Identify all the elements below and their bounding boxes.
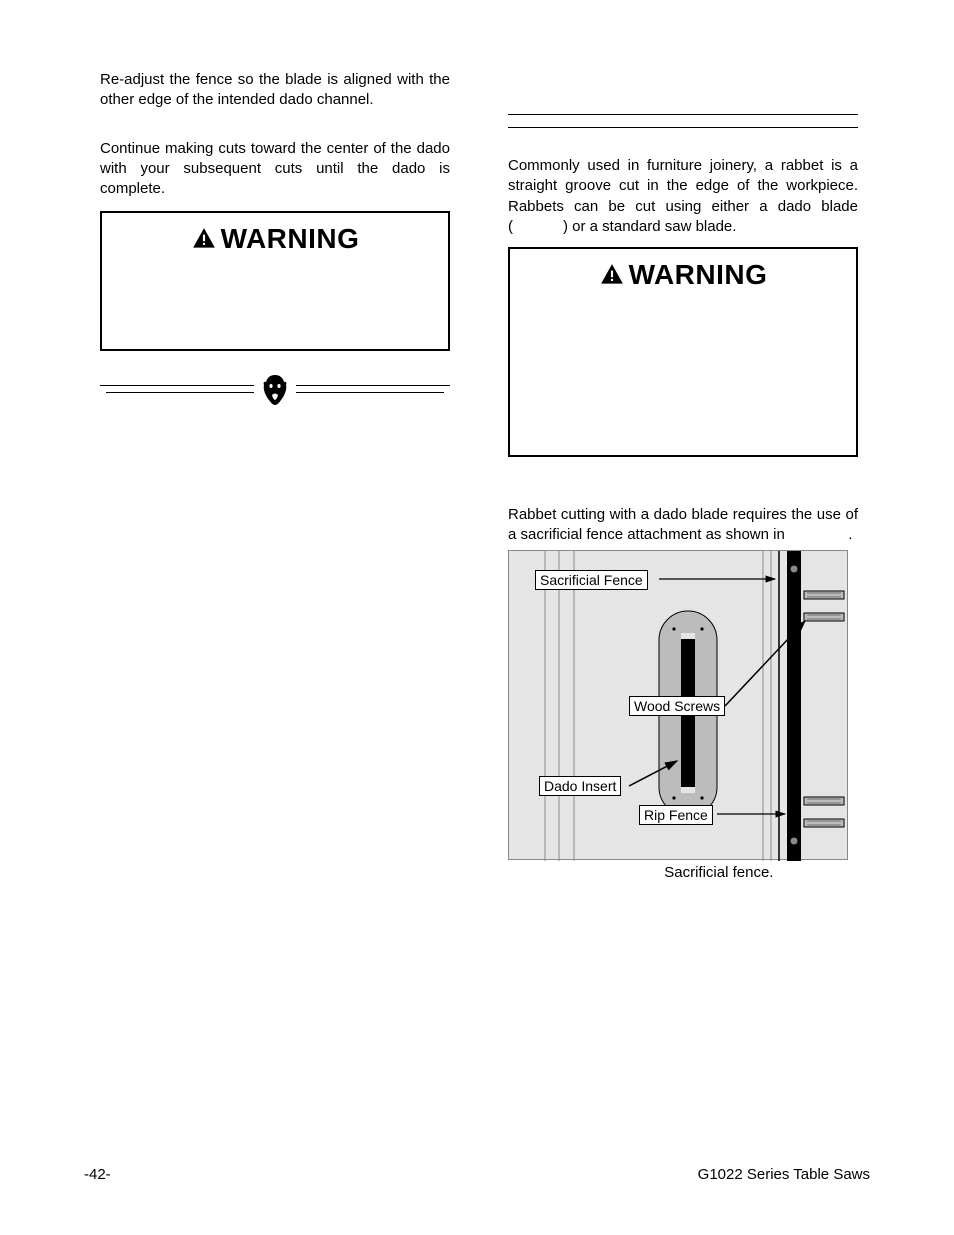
page-number: -42- (84, 1166, 111, 1183)
label-sacrificial-fence: Sacrificial Fence (535, 570, 648, 591)
warning-triangle-icon (191, 226, 217, 252)
figure-caption: Figure 00. Sacrificial fence. (508, 864, 858, 881)
right-para-2: Rabbet cutting with a dado blade require… (508, 505, 858, 546)
label-wood-screws: Wood Screws (629, 696, 725, 717)
label-dado-insert: Dado Insert (539, 776, 621, 797)
warning-title-left: WARNING (118, 223, 432, 255)
right-para-2b: . (848, 526, 852, 543)
warning-title-right: WARNING (526, 259, 840, 291)
left-para-1: Re-adjust the fence so the blade is alig… (100, 70, 450, 111)
warning-box-right: WARNING (508, 247, 858, 457)
figure-sacrificial-fence: Sacrificial Fence Wood Screws Dado Inser… (508, 550, 848, 860)
warning-box-left: WARNING (100, 211, 450, 351)
bear-icon (254, 371, 296, 412)
section-divider (100, 371, 450, 411)
rule-line-2 (508, 127, 858, 128)
warning-triangle-icon (599, 262, 625, 288)
warning-label-right: WARNING (629, 259, 768, 291)
footer-title: G1022 Series Table Saws (698, 1166, 870, 1183)
figure-caption-text: Sacrificial fence. (664, 864, 773, 881)
warning-label-left: WARNING (221, 223, 360, 255)
right-para-1: Commonly used in furniture joinery, a ra… (508, 156, 858, 237)
left-column: Re-adjust the fence so the blade is alig… (100, 70, 450, 411)
page: Re-adjust the fence so the blade is alig… (0, 0, 954, 1235)
right-para-2a: Rabbet cutting with a dado blade require… (508, 506, 858, 543)
left-para-2: Continue making cuts toward the center o… (100, 139, 450, 200)
label-rip-fence: Rip Fence (639, 805, 713, 826)
rule-line-1 (508, 114, 858, 115)
right-column: Commonly used in furniture joinery, a ra… (508, 70, 858, 881)
